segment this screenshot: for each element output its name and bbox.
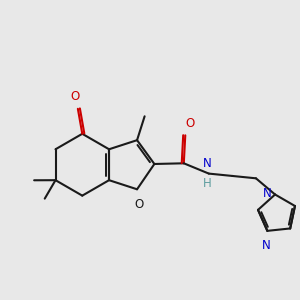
Text: O: O xyxy=(70,91,80,103)
Text: N: N xyxy=(262,239,270,252)
Text: O: O xyxy=(134,197,143,211)
Text: N: N xyxy=(262,187,271,200)
Text: O: O xyxy=(185,117,194,130)
Text: N: N xyxy=(203,157,212,170)
Text: H: H xyxy=(203,177,212,190)
